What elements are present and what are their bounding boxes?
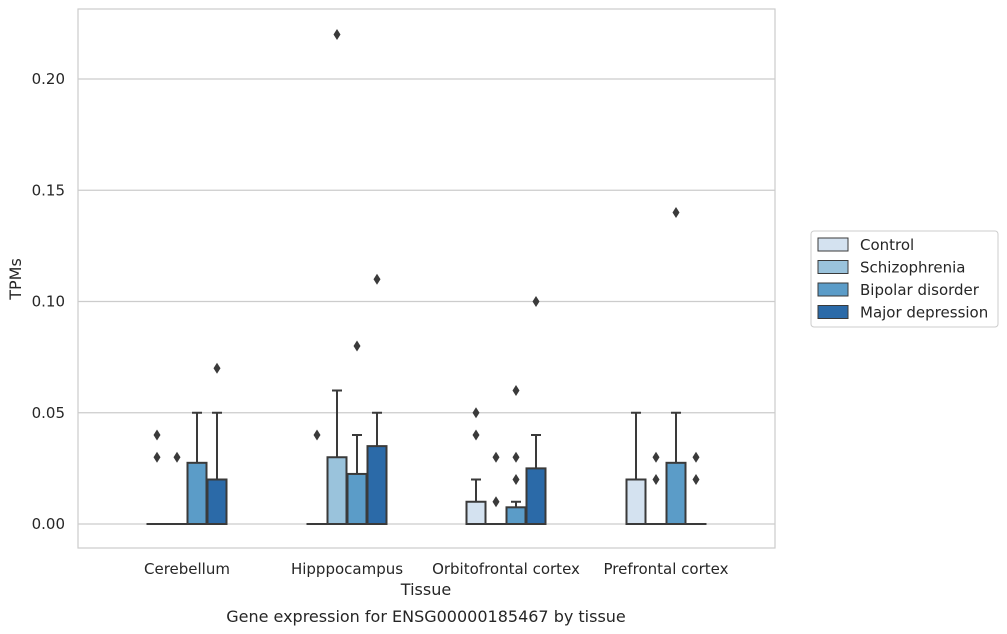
box-control <box>465 407 487 525</box>
legend: Control Schizophrenia Bipolar disorder Majo… <box>810 230 999 328</box>
outlier-point <box>652 451 660 463</box>
box-major-depression <box>525 296 547 525</box>
box <box>346 472 368 525</box>
outlier-point <box>492 451 500 463</box>
box <box>186 461 208 525</box>
box <box>505 506 527 525</box>
outlier-point <box>373 273 381 285</box>
x-axis-ticks: Cerebellum Hipppocampus Orbitofrontal cort… <box>144 560 729 578</box>
outlier-point <box>512 451 520 463</box>
outlier-point <box>213 362 221 374</box>
box-major-depression <box>685 451 707 526</box>
grid-lines <box>78 78 775 525</box>
x-tick-label: Hipppocampus <box>291 560 403 578</box>
x-tick-label: Orbitofrontal cortex <box>432 560 580 578</box>
outlier-point <box>512 474 520 485</box>
box <box>326 456 348 525</box>
outlier-point <box>472 407 480 419</box>
y-tick-label: 0.10 <box>32 293 65 311</box>
legend-swatch <box>817 282 849 297</box>
legend-swatch <box>817 237 849 252</box>
box-bipolar-disorder <box>186 411 208 525</box>
legend-label: Schizophrenia <box>860 259 965 277</box>
box-bipolar-disorder <box>505 385 527 525</box>
legend-swatch <box>817 260 849 274</box>
box <box>366 445 388 525</box>
y-axis-title: TPMs <box>6 258 25 301</box>
box <box>525 467 547 525</box>
legend-label: Major depression <box>860 304 988 322</box>
x-tick-label: Cerebellum <box>144 560 230 578</box>
plot-frame <box>77 8 776 549</box>
box-schizophrenia <box>645 451 667 526</box>
chart-caption: Gene expression for ENSG00000185467 by t… <box>226 607 626 626</box>
box-schizophrenia <box>166 451 188 526</box>
x-tick-label: Prefrontal cortex <box>604 560 729 578</box>
box <box>625 478 647 525</box>
box-major-depression <box>366 273 388 525</box>
outlier-point <box>313 429 321 441</box>
box <box>465 500 487 525</box>
box-control <box>306 429 328 526</box>
y-tick-label: 0.05 <box>32 404 65 422</box>
outlier-point <box>652 474 660 485</box>
outlier-point <box>153 429 161 441</box>
box <box>206 478 228 525</box>
y-tick-label: 0.20 <box>32 70 65 88</box>
y-axis-ticks: 0.00 0.05 0.10 0.15 0.20 <box>32 70 65 533</box>
outlier-point <box>472 429 480 441</box>
outlier-point <box>492 496 500 508</box>
outlier-point <box>532 296 540 307</box>
outlier-point <box>333 29 341 40</box>
outlier-point <box>672 207 680 218</box>
box-plot-marks <box>146 29 707 526</box>
legend-frame <box>810 230 999 328</box>
y-tick-label: 0.15 <box>32 181 65 199</box>
legend-swatch <box>817 305 849 319</box>
box-bipolar-disorder <box>346 340 368 525</box>
outlier-point <box>692 474 700 485</box>
x-axis-title: Tissue <box>400 580 451 599</box>
box-bipolar-disorder <box>665 207 687 525</box>
box <box>665 461 687 525</box>
box-schizophrenia <box>326 29 348 525</box>
outlier-point <box>173 451 181 463</box>
box-schizophrenia <box>485 451 507 526</box>
box-control <box>625 411 647 525</box>
outlier-point <box>512 385 520 396</box>
legend-label: Bipolar disorder <box>860 281 980 299</box>
outlier-point <box>692 451 700 463</box>
outlier-point <box>353 340 361 352</box>
legend-label: Control <box>860 236 914 254</box>
outlier-point <box>153 451 161 463</box>
box-control <box>146 429 168 526</box>
y-tick-label: 0.00 <box>32 515 65 533</box>
box-major-depression <box>206 362 228 525</box>
